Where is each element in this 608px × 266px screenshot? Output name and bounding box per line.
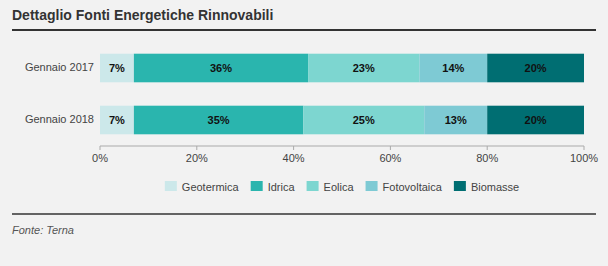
annotation: Fonte: Terna	[12, 224, 74, 236]
legend-swatch	[307, 181, 319, 191]
category-label: Gennaio 2018	[25, 113, 94, 125]
x-tick-label: 0%	[92, 152, 108, 164]
data-label: 25%	[353, 114, 375, 126]
x-tick-label: 40%	[283, 152, 305, 164]
legend-label: Fotovoltaica	[383, 181, 443, 193]
legend-swatch	[251, 181, 263, 191]
legend-label: Biomasse	[471, 181, 519, 193]
bar	[308, 54, 419, 83]
data-label: 13%	[445, 114, 467, 126]
bar	[487, 106, 584, 135]
source-rule	[12, 213, 596, 215]
x-tick-label: 20%	[186, 152, 208, 164]
legend: Geotermica Idrica Eolica Fotovoltaica Biomas…	[165, 181, 519, 193]
legend-label: Eolica	[324, 181, 355, 193]
x-tick-label: 80%	[476, 152, 498, 164]
bar	[303, 106, 424, 135]
legend-swatch	[366, 181, 378, 191]
x-tick	[196, 146, 197, 150]
legend-swatch	[165, 181, 177, 191]
data-label: 36%	[210, 62, 232, 74]
x-tick	[100, 146, 101, 150]
data-label: 7%	[109, 62, 125, 74]
bar	[487, 54, 584, 83]
x-tick	[390, 146, 391, 150]
x-tick-label: 60%	[379, 152, 401, 164]
x-tick	[584, 146, 585, 150]
bar	[100, 106, 134, 135]
data-label: 20%	[525, 62, 547, 74]
data-label: 14%	[442, 62, 464, 74]
x-tick-label: 100%	[570, 152, 598, 164]
legend-label: Geotermica	[182, 181, 240, 193]
legend-label: Idrica	[268, 181, 296, 193]
bar	[134, 106, 303, 135]
background	[0, 0, 608, 266]
bars	[100, 54, 584, 135]
data-label: 35%	[208, 114, 230, 126]
data-labels: 7% 7% 36% 35% 23% 25% 14% 13% 20% 20%	[109, 62, 547, 126]
x-tick	[293, 146, 294, 150]
bar	[100, 54, 134, 83]
title-rule	[12, 29, 596, 31]
chart: Dettaglio Fonti Energetiche Rinnovabili G…	[0, 0, 608, 266]
title: Dettaglio Fonti Energetiche Rinnovabili	[12, 7, 273, 23]
bar	[419, 54, 487, 83]
data-label: 20%	[525, 114, 547, 126]
data-label: 23%	[353, 62, 375, 74]
x-tick	[487, 146, 488, 150]
bar	[134, 54, 308, 83]
data-label: 7%	[109, 114, 125, 126]
category-label: Gennaio 2017	[25, 61, 94, 73]
legend-swatch	[454, 181, 466, 191]
x-axis	[100, 146, 584, 147]
bar	[424, 106, 487, 135]
